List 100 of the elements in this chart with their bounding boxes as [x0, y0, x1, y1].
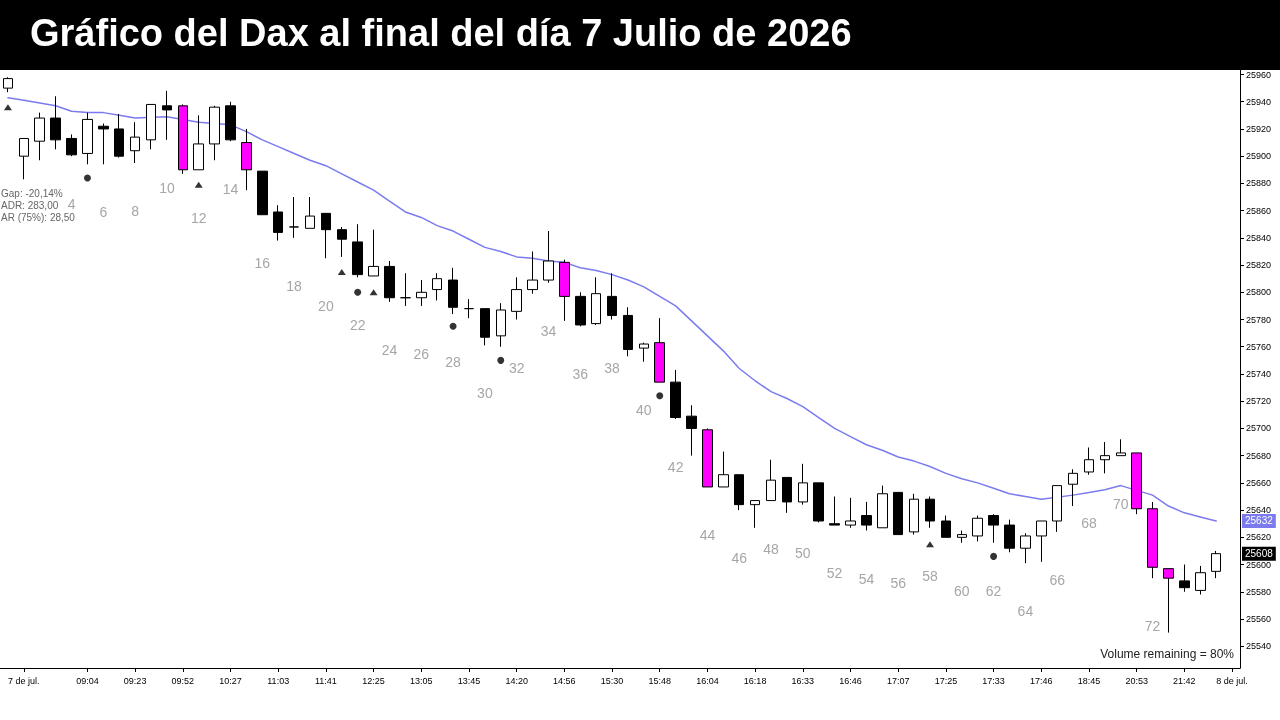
x-tick-label: 17:33 — [982, 675, 1005, 686]
candlestick — [1147, 501, 1158, 579]
text: 10 — [159, 179, 175, 196]
x-tick-label: 17:46 — [1030, 675, 1053, 686]
candlestick — [34, 112, 45, 161]
point — [354, 288, 362, 296]
annotation: AR (75%): 28,50 — [1, 211, 76, 223]
candlestick — [1131, 452, 1142, 515]
candlestick — [162, 90, 172, 141]
point — [194, 181, 203, 188]
candlestick — [718, 451, 729, 488]
text: 62 — [985, 582, 1002, 599]
annotation: Volume remaining = 80% — [1100, 647, 1235, 661]
y-tick-label: 25700 — [1246, 423, 1272, 434]
text: 14 — [222, 181, 239, 198]
candlestick — [98, 123, 109, 165]
y-tick-label: 25900 — [1246, 151, 1272, 162]
y-tick-label: 25560 — [1246, 614, 1272, 624]
x-tick-label: 17:25 — [934, 675, 958, 686]
point — [337, 268, 346, 275]
text: 54 — [858, 570, 875, 587]
x-tick-label: 7 de jul. — [8, 675, 40, 686]
y-tick-label: 25600 — [1246, 559, 1272, 570]
candlestick — [1052, 485, 1062, 533]
annotation: 25632 — [1245, 515, 1274, 527]
candlestick — [1211, 550, 1221, 579]
text: 64 — [1017, 603, 1034, 620]
text: 32 — [508, 359, 525, 376]
text: 46 — [731, 550, 748, 567]
text: 28 — [445, 354, 461, 371]
candlestick — [623, 306, 633, 357]
text: 42 — [667, 458, 684, 475]
candlestick — [829, 495, 840, 526]
x-tick-label: 15:30 — [600, 675, 624, 686]
text: 72 — [1144, 618, 1161, 635]
y-tick-label: 25960 — [1246, 69, 1272, 80]
candlestick — [1100, 441, 1110, 474]
text: 70 — [1112, 495, 1129, 512]
candlestick — [925, 495, 935, 529]
text: 60 — [954, 582, 970, 599]
text: 68 — [1081, 514, 1097, 531]
candlestick — [273, 204, 283, 242]
candlestick — [575, 291, 586, 327]
candlestick — [941, 515, 951, 538]
x-tick-label: 20:53 — [1125, 675, 1148, 686]
candlestick — [337, 226, 347, 258]
text: 48 — [763, 540, 779, 557]
text: 52 — [826, 565, 843, 582]
candlestick — [861, 501, 872, 532]
y-tick-label: 25940 — [1246, 96, 1272, 107]
point — [369, 289, 378, 296]
point — [449, 322, 457, 330]
candlestick — [1036, 520, 1047, 563]
text: 12 — [190, 209, 207, 226]
text: 30 — [477, 385, 493, 402]
candlestick — [957, 530, 967, 544]
candlestick — [416, 279, 427, 307]
x-tick-label: 21:42 — [1173, 675, 1196, 686]
y-tick-label: 25540 — [1246, 641, 1272, 652]
y-tick-label: 25800 — [1246, 287, 1272, 298]
x-tick-label: 15:48 — [648, 675, 672, 686]
text: 20 — [318, 298, 334, 315]
candlestick — [988, 513, 999, 544]
candlestick — [654, 317, 665, 383]
point — [3, 104, 12, 111]
candlestick — [527, 250, 538, 295]
candlestick — [1163, 568, 1174, 634]
candlestick — [289, 196, 299, 239]
text: 22 — [349, 317, 366, 334]
candlestick — [130, 121, 140, 164]
point — [83, 174, 91, 182]
x-tick-label: 09:52 — [171, 675, 195, 686]
x-tick-label: 13:05 — [410, 675, 433, 686]
text: 18 — [286, 277, 302, 294]
x-tick-label: 14:20 — [505, 675, 528, 686]
x-tick-label: 11:41 — [314, 675, 337, 686]
y-tick-label: 25780 — [1246, 314, 1272, 325]
text: 26 — [413, 345, 430, 362]
candlestick — [607, 272, 617, 321]
text: 16 — [254, 254, 271, 271]
x-tick-label: 17:07 — [886, 675, 910, 686]
point — [990, 552, 998, 560]
candlestick — [448, 267, 458, 315]
candlestick — [50, 95, 61, 150]
text: 36 — [572, 366, 589, 383]
y-tick-label: 25740 — [1246, 368, 1272, 379]
text: 6 — [99, 204, 108, 221]
candlestick — [511, 276, 522, 321]
candlestick — [782, 476, 792, 514]
point — [926, 541, 934, 548]
text: 8 — [131, 202, 140, 219]
candlestick — [3, 76, 13, 93]
y-tick-label: 25680 — [1246, 450, 1272, 461]
text: 44 — [699, 526, 716, 543]
candlestick — [114, 113, 124, 159]
y-tick-label: 25720 — [1246, 396, 1272, 407]
point — [656, 392, 664, 400]
candlestick — [750, 500, 760, 529]
candlestick — [766, 459, 776, 502]
candlestick — [241, 128, 252, 191]
